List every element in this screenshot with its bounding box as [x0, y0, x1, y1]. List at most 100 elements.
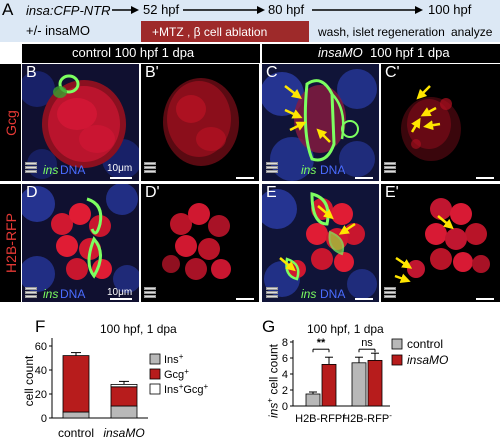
y-tick-label: 6	[282, 353, 288, 365]
significance-label: ns	[361, 337, 373, 349]
header-insamo-name: insaMO	[318, 45, 363, 60]
z-stack-icon	[144, 287, 156, 299]
z-stack-icon	[25, 287, 37, 299]
panel-d-prime-micrograph	[141, 184, 259, 302]
panel-d-prime-image	[141, 184, 259, 302]
x-tick-label: insaMO	[103, 426, 144, 440]
panel-e-image	[262, 184, 379, 302]
morpholino-label: +/- insaMO	[26, 23, 90, 38]
panel-e-prime-micrograph	[381, 184, 500, 302]
legend-swatch	[149, 368, 161, 380]
timepoint-52hpf: 52 hpf	[143, 2, 180, 17]
label-ins: ins	[43, 163, 59, 177]
chart-f-title: 100 hpf, 1 dpa	[100, 322, 177, 336]
panel-b-prime-image	[141, 64, 259, 181]
ablation-band	[141, 21, 309, 42]
panel-c-prime-image	[381, 64, 500, 181]
label-ins: ins	[301, 163, 317, 177]
panel-letter-g: G	[262, 317, 276, 336]
header-divider	[260, 44, 262, 63]
legend-label: Ins+Gcg+	[164, 382, 209, 396]
panel-d-micrograph	[22, 184, 139, 302]
scale-bar	[355, 177, 373, 179]
scale-bar	[476, 177, 494, 179]
legend-label: Gcg+	[164, 367, 189, 381]
panel-letter-e-prime: E'	[385, 184, 399, 201]
label-dna: DNA	[60, 163, 86, 177]
panel-letter-b: B	[26, 64, 37, 81]
panel-e-prime-image	[381, 184, 500, 302]
significance-label: **	[317, 337, 326, 349]
legend-label: Ins+	[164, 352, 184, 366]
header-insamo-time: 100 hpf 1 dpa	[370, 45, 450, 60]
legend-label: insaMO	[407, 353, 448, 367]
panel-letter-d: D	[26, 184, 38, 201]
panel-letter-d-prime: D'	[145, 184, 160, 201]
side-label-h2b-bar	[0, 184, 21, 302]
transgene-label: insa:CFP-NTR	[26, 3, 111, 18]
bar-gcg	[62, 355, 90, 413]
bar-insamo	[367, 359, 383, 407]
chart-g-title: 100 hpf, 1 dpa	[307, 322, 384, 336]
timeline-arrows	[112, 6, 423, 14]
scale-bar	[355, 298, 373, 300]
scale-bar	[110, 177, 132, 179]
panel-letter-c: C	[266, 64, 278, 81]
timeline-arrowhead-1	[131, 6, 139, 14]
scale-bar	[476, 298, 494, 300]
side-label-gcg-bar	[0, 64, 21, 181]
y-tick-label: 4	[282, 369, 288, 381]
scale-bar	[110, 298, 132, 300]
panel-letter-b-prime: B'	[145, 64, 159, 81]
timepoint-100hpf: 100 hpf	[428, 2, 472, 17]
header-control: control 100 hpf 1 dpa	[72, 45, 195, 60]
panel-b-prime-micrograph	[141, 64, 259, 181]
regeneration-label: wash, islet regeneration	[318, 25, 445, 39]
scale-bar	[236, 177, 254, 179]
legend-swatch	[391, 354, 403, 366]
panel-letter-e: E	[266, 184, 277, 201]
y-tick-label: 2	[282, 385, 288, 397]
z-stack-icon	[266, 162, 278, 174]
label-dna: DNA	[320, 163, 346, 177]
bar-insamo	[321, 363, 337, 407]
ablation-label: +MTZ , β cell ablation	[152, 25, 268, 39]
timeline-arrowhead-2	[257, 6, 265, 14]
panel-b-micrograph	[22, 64, 139, 181]
label-dna: DNA	[320, 287, 346, 301]
panel-letter-c-prime: C'	[385, 64, 400, 81]
scale-label: 10μm	[107, 163, 133, 174]
bar-control	[305, 393, 321, 407]
legend-swatch	[149, 383, 161, 395]
y-tick-label: 40	[35, 365, 47, 377]
z-stack-icon	[384, 287, 396, 299]
legend-swatch	[149, 353, 161, 365]
x-tick-label: H2B-RFP-	[342, 411, 392, 425]
label-dna: DNA	[60, 287, 86, 301]
timepoint-80hpf: 80 hpf	[268, 2, 305, 17]
panel-d-image	[22, 184, 139, 302]
scale-bar	[236, 298, 254, 300]
panel-e-micrograph	[262, 184, 379, 302]
panel-letter-f: F	[35, 317, 46, 336]
panel-c-micrograph	[262, 64, 379, 181]
z-stack-icon	[266, 287, 278, 299]
scale-label: 10μm	[107, 287, 133, 298]
y-tick-label: 8	[282, 337, 288, 349]
legend-label: control	[407, 337, 443, 351]
x-tick-label: control	[58, 426, 94, 440]
bar-control	[351, 362, 367, 407]
z-stack-icon	[25, 162, 37, 174]
header-insamo: insaMO 100 hpf 1 dpa	[318, 45, 450, 60]
z-stack-icon	[384, 162, 396, 174]
x-tick-label: H2B-RFP+	[295, 411, 347, 425]
panel-b-image	[22, 64, 139, 181]
legend-swatch	[391, 338, 403, 350]
timeline-arrowhead-3	[415, 6, 423, 14]
analyze-label: analyze	[451, 25, 493, 39]
panel-c-image	[262, 64, 379, 181]
label-ins: ins	[43, 287, 59, 301]
y-tick-label: 60	[35, 341, 47, 353]
